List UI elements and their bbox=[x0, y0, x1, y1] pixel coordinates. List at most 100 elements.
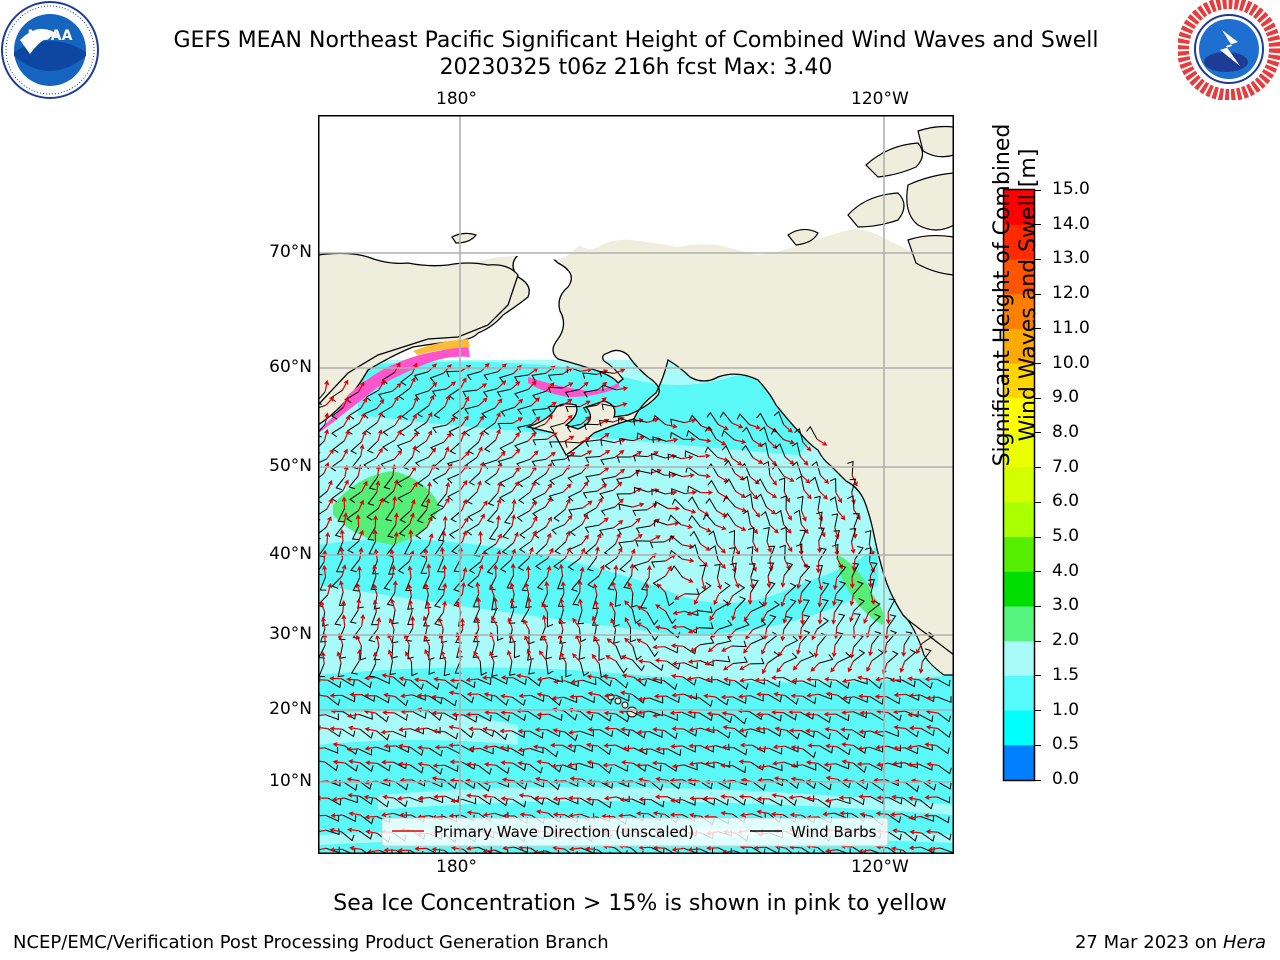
wind-barb bbox=[664, 714, 678, 721]
footer-date: 27 Mar 2023 on Hera bbox=[1075, 932, 1266, 953]
wave-direction-arrow bbox=[500, 693, 513, 699]
wave-direction-arrow bbox=[784, 456, 795, 465]
wave-direction-arrow bbox=[743, 643, 752, 654]
wind-barb bbox=[732, 765, 747, 774]
wind-barb bbox=[698, 676, 713, 683]
wave-direction-arrow bbox=[492, 597, 498, 610]
wind-barb bbox=[580, 797, 594, 806]
colorbar-tick-mark bbox=[1035, 536, 1041, 538]
wave-direction-arrow bbox=[595, 546, 600, 559]
wave-direction-arrow bbox=[553, 679, 566, 684]
wave-direction-arrow bbox=[528, 546, 534, 559]
wave-direction-arrow bbox=[318, 813, 326, 819]
wind-barb bbox=[358, 830, 373, 840]
colorbar-tick-label: 10.0 bbox=[1052, 352, 1090, 373]
wave-direction-arrow bbox=[837, 510, 846, 521]
wave-direction-arrow bbox=[735, 506, 747, 513]
wind-barb bbox=[508, 661, 516, 676]
wave-direction-arrow bbox=[635, 762, 648, 768]
wind-barb bbox=[618, 540, 633, 549]
wave-direction-arrow bbox=[720, 810, 733, 816]
graticule bbox=[318, 115, 954, 854]
wave-direction-arrow bbox=[552, 845, 565, 851]
wind-barb bbox=[903, 831, 918, 842]
wave-direction-arrow bbox=[595, 532, 602, 545]
wind-barb bbox=[582, 490, 598, 499]
wind-barb bbox=[531, 458, 547, 467]
wind-barb bbox=[567, 490, 582, 502]
wind-barb bbox=[397, 491, 411, 503]
wind-barb bbox=[887, 744, 902, 752]
wind-barb bbox=[670, 565, 684, 578]
wind-barb bbox=[800, 564, 811, 578]
wave-direction-arrow bbox=[364, 814, 377, 820]
wave-direction-arrow bbox=[392, 580, 398, 593]
wave-direction-arrow bbox=[788, 709, 801, 715]
wind-barb bbox=[681, 799, 696, 806]
wind-barb bbox=[445, 370, 461, 378]
sea-ice-note: Sea Ice Concentration > 15% is shown in … bbox=[333, 891, 947, 916]
wave-direction-arrow bbox=[585, 742, 598, 748]
wind-barb bbox=[461, 780, 476, 789]
wave-direction-arrow bbox=[372, 599, 378, 612]
wind-barb bbox=[497, 422, 513, 430]
wave-direction-arrow bbox=[923, 813, 937, 818]
wave-direction-arrow bbox=[761, 611, 768, 623]
wave-direction-arrow bbox=[321, 616, 326, 629]
wind-barb bbox=[472, 593, 480, 608]
wave-direction-arrow bbox=[339, 529, 345, 542]
wave-direction-arrow bbox=[841, 710, 854, 715]
wave-direction-arrow bbox=[459, 479, 468, 491]
wind-barb bbox=[548, 695, 562, 706]
wave-direction-arrow bbox=[448, 690, 461, 696]
wave-direction-arrow bbox=[788, 728, 802, 734]
wind-barb bbox=[490, 643, 498, 658]
wind-barb bbox=[512, 696, 526, 707]
wave-direction-arrow bbox=[790, 745, 803, 750]
wind-barb bbox=[871, 649, 884, 662]
wave-patch-green-coast bbox=[837, 555, 885, 625]
wind-barb bbox=[360, 814, 374, 825]
wave-direction-arrow bbox=[655, 604, 666, 612]
wind-barb bbox=[904, 710, 919, 718]
wave-direction-arrow bbox=[664, 565, 672, 577]
wave-direction-arrow bbox=[614, 498, 624, 508]
wind-barb bbox=[598, 419, 614, 427]
wind-barb bbox=[706, 411, 719, 425]
wind-barb bbox=[518, 540, 532, 553]
wave-direction-arrow bbox=[613, 564, 619, 577]
wind-barb bbox=[337, 662, 345, 678]
wind-barb bbox=[869, 745, 884, 753]
wind-barb bbox=[847, 460, 854, 476]
wave-direction-arrow bbox=[341, 600, 346, 613]
wave-direction-arrow bbox=[466, 691, 479, 697]
wave-direction-arrow bbox=[408, 599, 413, 612]
wave-direction-arrow bbox=[517, 728, 530, 734]
wind-barb bbox=[886, 675, 902, 683]
wave-direction-arrow bbox=[755, 726, 768, 732]
wind-barb bbox=[602, 384, 617, 392]
wave-direction-arrow bbox=[755, 711, 769, 717]
wave-direction-arrow bbox=[769, 475, 777, 486]
wave-direction-arrow bbox=[460, 430, 466, 443]
wind-barb bbox=[423, 627, 431, 642]
wind-barb bbox=[468, 472, 481, 486]
wind-barb bbox=[937, 728, 952, 739]
wave-direction-arrow bbox=[773, 691, 786, 697]
wave-direction-arrow bbox=[595, 497, 603, 509]
arctic-islands bbox=[451, 125, 954, 276]
wave-direction-arrow bbox=[818, 578, 824, 591]
wave-direction-arrow bbox=[530, 397, 540, 407]
wind-barb bbox=[394, 781, 409, 791]
wave-direction-arrow bbox=[715, 524, 727, 531]
wave-direction-arrow bbox=[512, 531, 519, 544]
wave-direction-arrow bbox=[442, 564, 448, 577]
wind-barb bbox=[582, 678, 597, 686]
wind-barb bbox=[428, 710, 443, 721]
wind-barb bbox=[869, 696, 884, 705]
wind-barb bbox=[530, 694, 545, 702]
wave-direction-arrow bbox=[329, 726, 342, 732]
wind-barb bbox=[854, 696, 868, 703]
wave-direction-arrow bbox=[410, 498, 416, 511]
wind-barb bbox=[597, 745, 612, 756]
